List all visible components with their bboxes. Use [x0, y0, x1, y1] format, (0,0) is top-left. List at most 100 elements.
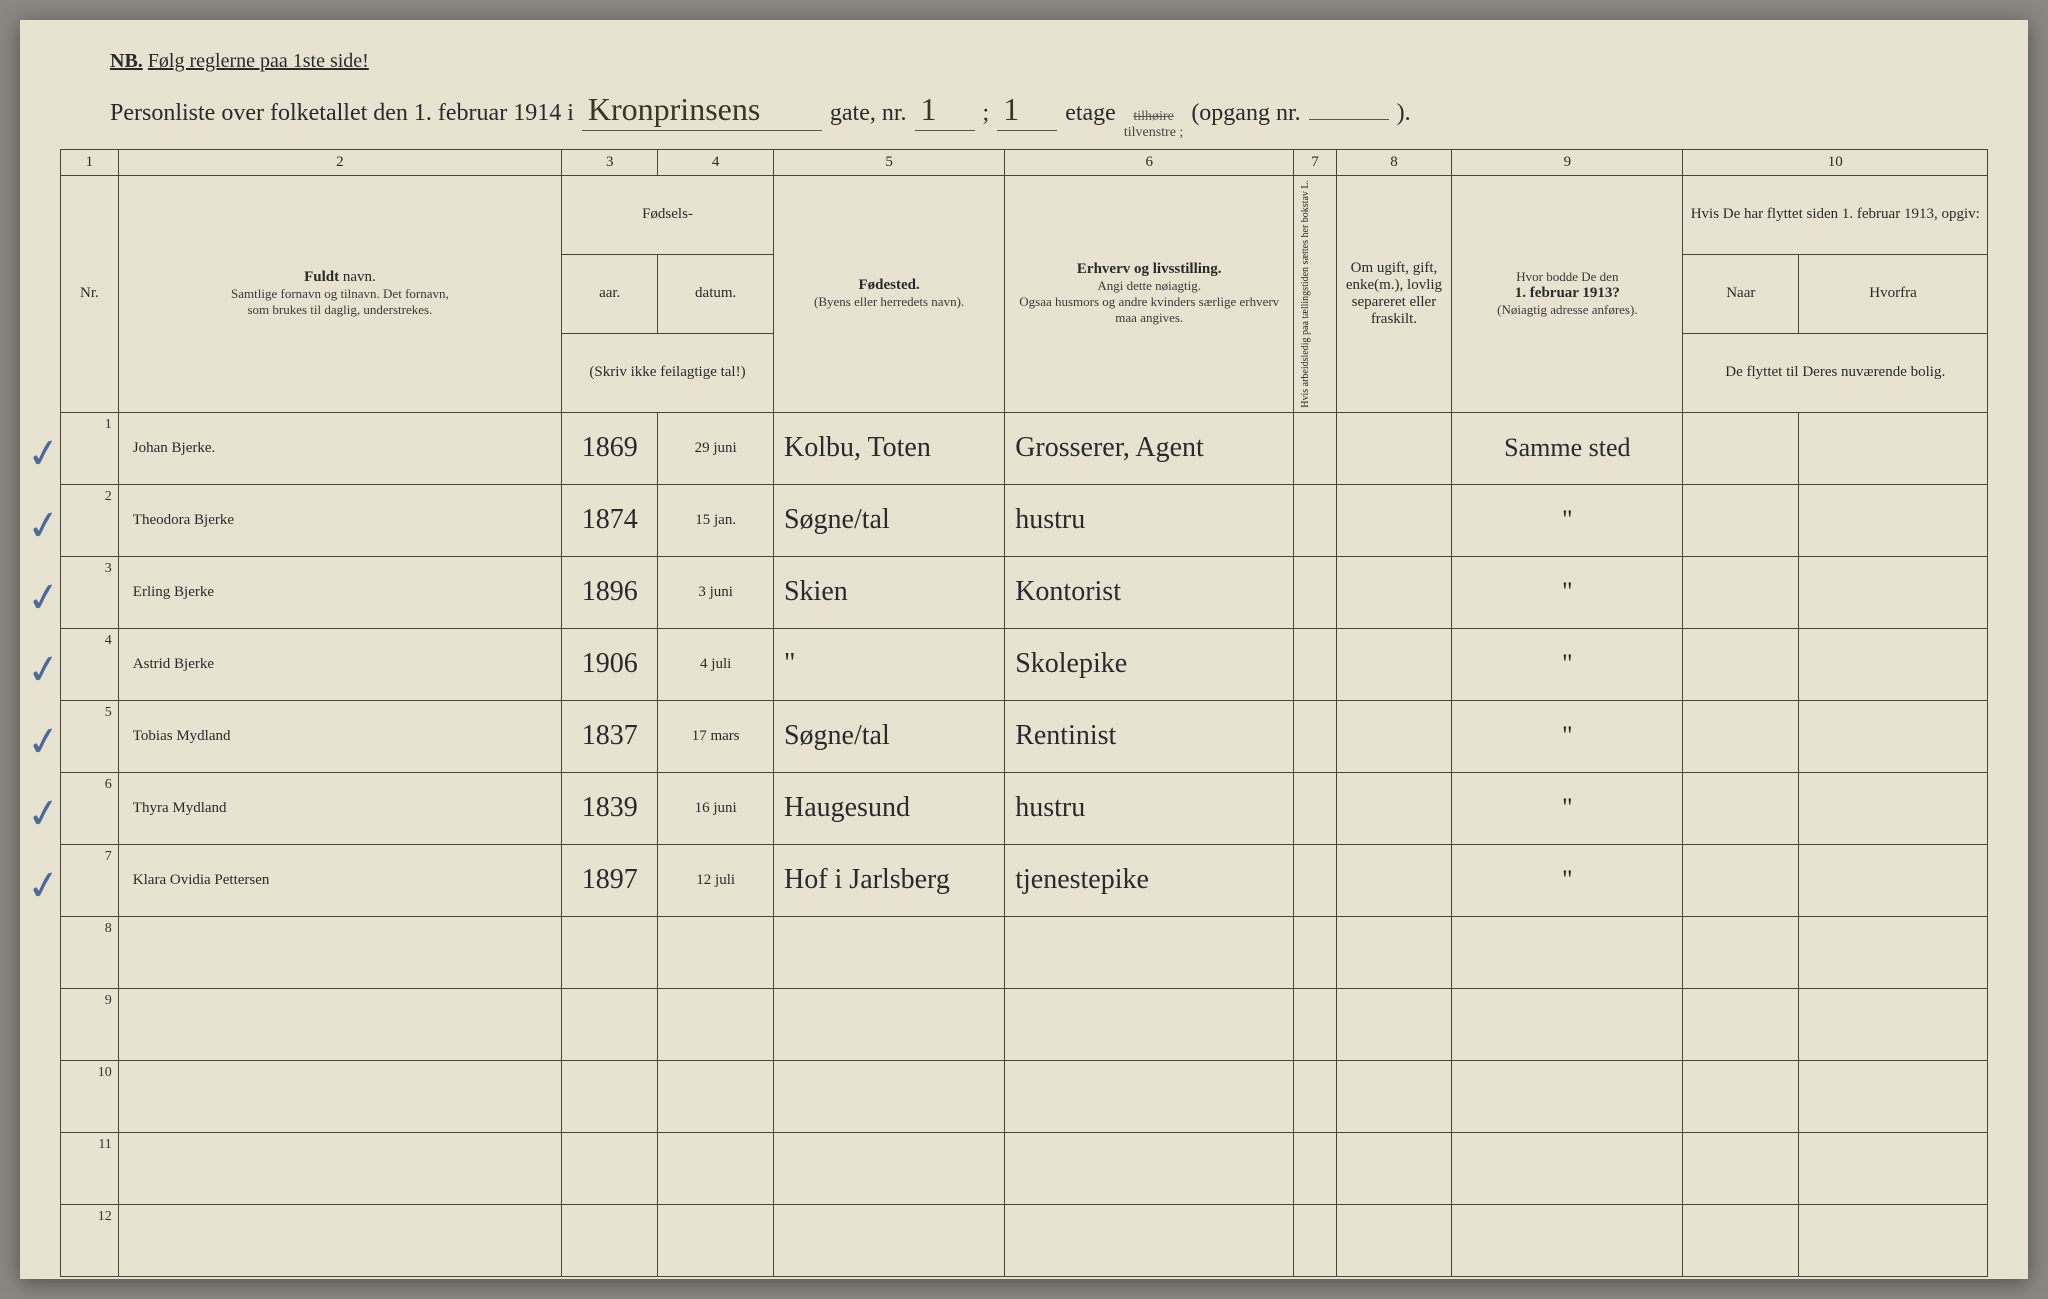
- table-head: 1 2 3 4 5 6 7 8 9 10 Nr. Fuldt navn. Sam…: [61, 150, 1988, 413]
- cell-occupation: [1005, 1060, 1294, 1132]
- cell-name: Johan Bjerke.: [118, 412, 561, 484]
- row-nr: ✓3: [61, 556, 119, 628]
- cell-address: [1452, 1060, 1683, 1132]
- cell-address: ": [1452, 556, 1683, 628]
- colnum: 1: [61, 150, 119, 176]
- row-nr: 10: [61, 1060, 119, 1132]
- name-bold: Fuldt: [304, 269, 339, 285]
- check-icon: ✓: [24, 717, 64, 767]
- row-nr: 9: [61, 988, 119, 1060]
- hdr-birth-sub: (Skriv ikke feilagtige tal!): [562, 333, 774, 412]
- cell-col7: [1294, 772, 1336, 844]
- cell-col7: [1294, 988, 1336, 1060]
- c9-top: Hvor bodde De den: [1458, 269, 1676, 285]
- cell-birthplace: [773, 1204, 1004, 1276]
- table-row: ✓2Theodora Bjerke187415 jan.Søgne/talhus…: [61, 484, 1988, 556]
- cell-year: 1906: [562, 628, 658, 700]
- cell-naar: [1683, 1132, 1799, 1204]
- cell-date: 12 juli: [658, 844, 774, 916]
- cell-occupation: tjenestepike: [1005, 844, 1294, 916]
- row-nr: ✓5: [61, 700, 119, 772]
- hdr-col10-sub: De flyttet til Deres nuværende bolig.: [1683, 333, 1988, 412]
- c9-sub: (Nøiagtig adresse anføres).: [1458, 302, 1676, 318]
- table-row: 8: [61, 916, 1988, 988]
- street-name: Kronprinsens: [582, 91, 822, 131]
- cell-naar: [1683, 772, 1799, 844]
- cell-year: [562, 1060, 658, 1132]
- cell-col8: [1336, 628, 1452, 700]
- cell-birthplace: Hof i Jarlsberg: [773, 844, 1004, 916]
- cell-birthplace: Kolbu, Toten: [773, 412, 1004, 484]
- cell-hvorfra: [1799, 988, 1988, 1060]
- hdr-birth-top: Fødsels-: [562, 176, 774, 255]
- cell-hvorfra: [1799, 772, 1988, 844]
- cell-year: [562, 1204, 658, 1276]
- hdr-hvorfra: Hvorfra: [1799, 254, 1988, 333]
- colnum: 10: [1683, 150, 1988, 176]
- row-nr: 12: [61, 1204, 119, 1276]
- bp-bold: Fødested.: [780, 277, 998, 294]
- title-line: Personliste over folketallet den 1. febr…: [110, 91, 1988, 141]
- cell-date: 3 juni: [658, 556, 774, 628]
- row-nr: 11: [61, 1132, 119, 1204]
- row-nr: ✓4: [61, 628, 119, 700]
- cell-naar: [1683, 1060, 1799, 1132]
- colnum-row: 1 2 3 4 5 6 7 8 9 10: [61, 150, 1988, 176]
- cell-date: 29 juni: [658, 412, 774, 484]
- colnum: 4: [658, 150, 774, 176]
- cell-occupation: [1005, 1132, 1294, 1204]
- colnum: 9: [1452, 150, 1683, 176]
- check-icon: ✓: [24, 645, 64, 695]
- hdr-name: Fuldt navn. Samtlige fornavn og tilnavn.…: [118, 176, 561, 413]
- cell-col7: [1294, 1060, 1336, 1132]
- colnum: 8: [1336, 150, 1452, 176]
- gate-label: gate, nr.: [830, 100, 907, 127]
- cell-hvorfra: [1799, 1060, 1988, 1132]
- occ-sub1: Angi dette nøiagtig.: [1011, 278, 1287, 294]
- cell-date: 4 juli: [658, 628, 774, 700]
- cell-col8: [1336, 1060, 1452, 1132]
- cell-name: Klara Ovidia Pettersen: [118, 844, 561, 916]
- cell-col8: [1336, 700, 1452, 772]
- cell-year: 1897: [562, 844, 658, 916]
- cell-date: 17 mars: [658, 700, 774, 772]
- col7-text: Hvis arbeidsledig paa tællingstiden sætt…: [1300, 180, 1311, 408]
- table-row: 9: [61, 988, 1988, 1060]
- colnum: 3: [562, 150, 658, 176]
- cell-col8: [1336, 484, 1452, 556]
- cell-date: 15 jan.: [658, 484, 774, 556]
- hdr-nr: Nr.: [61, 176, 119, 413]
- cell-birthplace: [773, 988, 1004, 1060]
- cell-name: Astrid Bjerke: [118, 628, 561, 700]
- cell-year: 1839: [562, 772, 658, 844]
- check-icon: ✓: [24, 429, 64, 479]
- closing-paren: ).: [1397, 100, 1411, 127]
- cell-col7: [1294, 412, 1336, 484]
- cell-birthplace: Haugesund: [773, 772, 1004, 844]
- table-row: ✓5Tobias Mydland183717 marsSøgne/talRent…: [61, 700, 1988, 772]
- cell-address: ": [1452, 700, 1683, 772]
- cell-naar: [1683, 916, 1799, 988]
- cell-birthplace: [773, 916, 1004, 988]
- cell-name: [118, 1060, 561, 1132]
- hdr-birth-date: datum.: [658, 254, 774, 333]
- cell-hvorfra: [1799, 844, 1988, 916]
- table-row: ✓3Erling Bjerke18963 juniSkienKontorist": [61, 556, 1988, 628]
- cell-date: [658, 1060, 774, 1132]
- name-sub1: Samtlige fornavn og tilnavn. Det fornavn…: [125, 286, 555, 302]
- cell-naar: [1683, 1204, 1799, 1276]
- hdr-col7: Hvis arbeidsledig paa tællingstiden sætt…: [1294, 176, 1336, 413]
- colnum: 6: [1005, 150, 1294, 176]
- cell-col8: [1336, 1204, 1452, 1276]
- nb-prefix: NB.: [110, 50, 143, 72]
- cell-birthplace: Skien: [773, 556, 1004, 628]
- cell-col8: [1336, 556, 1452, 628]
- table-body: ✓1Johan Bjerke.186929 juniKolbu, TotenGr…: [61, 412, 1988, 1276]
- cell-hvorfra: [1799, 1204, 1988, 1276]
- cell-col7: [1294, 700, 1336, 772]
- cell-name: Thyra Mydland: [118, 772, 561, 844]
- hdr-col8: Om ugift, gift, enke(m.), lovlig separer…: [1336, 176, 1452, 413]
- check-icon: ✓: [24, 789, 64, 839]
- cell-col8: [1336, 916, 1452, 988]
- colnum: 5: [773, 150, 1004, 176]
